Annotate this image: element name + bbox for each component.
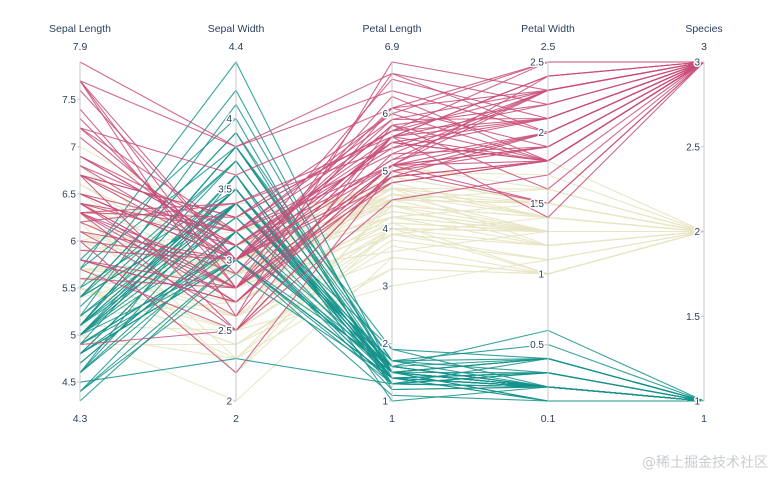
tick-label-halo: 2 xyxy=(226,397,232,408)
tick-label: 4.5 xyxy=(62,378,76,389)
tick-label: 7 xyxy=(70,142,76,153)
tick-label: 3 xyxy=(382,282,388,293)
tick-label-halo: 5.5 xyxy=(62,284,76,295)
axis-range-max: 3 xyxy=(701,41,707,53)
tick-label: 7.5 xyxy=(62,95,76,106)
tick-label-halo: 1.5 xyxy=(530,199,544,210)
tick-label: 1 xyxy=(538,269,544,280)
axis-range-min: 2 xyxy=(233,413,239,425)
axis-range-min: 4.3 xyxy=(73,413,88,425)
axis-range-min: 1 xyxy=(701,413,707,425)
tick-label-halo: 3 xyxy=(226,255,232,266)
tick-label-halo: 1.5 xyxy=(686,312,700,323)
tick-label-halo: 6.5 xyxy=(62,189,76,200)
watermark: @稀土掘金技术社区 xyxy=(642,455,768,471)
tick-label-halo: 2.5 xyxy=(218,326,232,337)
tick-label-halo: 3 xyxy=(694,58,700,69)
axis-range-max: 2.5 xyxy=(541,41,556,53)
tick-label-halo: 1 xyxy=(694,397,700,408)
tick-label: 4 xyxy=(226,114,232,125)
tick-label: 2.5 xyxy=(530,58,544,69)
tick-label: 2.5 xyxy=(686,142,700,153)
axis-range-max: 6.9 xyxy=(385,41,400,53)
tick-label: 1.5 xyxy=(686,312,700,323)
tick-label: 0.5 xyxy=(530,340,544,351)
tick-label-halo: 7.5 xyxy=(62,95,76,106)
axis-sepal-length[interactable]: Sepal Length7.94.34.54.5555.55.5666.56.5… xyxy=(49,23,111,425)
tick-label: 3.5 xyxy=(218,185,232,196)
tick-label: 2 xyxy=(226,397,232,408)
tick-label: 2.5 xyxy=(218,326,232,337)
tick-label: 1.5 xyxy=(530,199,544,210)
axis-range-max: 4.4 xyxy=(229,41,244,53)
tick-label: 3 xyxy=(226,255,232,266)
axes: Sepal Length7.94.34.54.5555.55.5666.56.5… xyxy=(49,23,723,425)
tick-label-halo: 6 xyxy=(382,109,388,120)
axis-title: Sepal Length xyxy=(49,23,111,35)
tick-label-halo: 3.5 xyxy=(218,185,232,196)
tick-label-halo: 6 xyxy=(70,236,76,247)
axis-title: Petal Length xyxy=(363,23,422,35)
tick-label: 5.5 xyxy=(62,284,76,295)
tick-label-halo: 5 xyxy=(382,167,388,178)
tick-label: 5 xyxy=(70,331,76,342)
tick-label-halo: 2.5 xyxy=(686,142,700,153)
tick-label-halo: 2.5 xyxy=(530,58,544,69)
tick-label-halo: 4.5 xyxy=(62,378,76,389)
tick-label: 6 xyxy=(70,236,76,247)
axis-title: Species xyxy=(685,23,722,35)
tick-label: 1 xyxy=(382,397,388,408)
tick-label-halo: 1 xyxy=(382,397,388,408)
axis-range-min: 0.1 xyxy=(541,413,556,425)
tick-label-halo: 2 xyxy=(382,339,388,350)
tick-label: 6.5 xyxy=(62,189,76,200)
axis-title: Petal Width xyxy=(521,23,575,35)
axis-title: Sepal Width xyxy=(208,23,265,35)
tick-label: 3 xyxy=(694,58,700,69)
tick-label-halo: 7 xyxy=(70,142,76,153)
tick-label-halo: 2 xyxy=(538,128,544,139)
tick-label-halo: 2 xyxy=(694,227,700,238)
axis-range-max: 7.9 xyxy=(73,41,88,53)
tick-label-halo: 5 xyxy=(70,331,76,342)
tick-label: 4 xyxy=(382,224,388,235)
tick-label-halo: 1 xyxy=(538,269,544,280)
tick-label-halo: 4 xyxy=(382,224,388,235)
tick-label: 1 xyxy=(694,397,700,408)
axis-range-min: 1 xyxy=(389,413,395,425)
tick-label: 5 xyxy=(382,167,388,178)
tick-label: 6 xyxy=(382,109,388,120)
tick-label-halo: 0.5 xyxy=(530,340,544,351)
tick-label: 2 xyxy=(538,128,544,139)
tick-label: 2 xyxy=(694,227,700,238)
tick-label-halo: 3 xyxy=(382,282,388,293)
tick-label: 2 xyxy=(382,339,388,350)
tick-label-halo: 4 xyxy=(226,114,232,125)
